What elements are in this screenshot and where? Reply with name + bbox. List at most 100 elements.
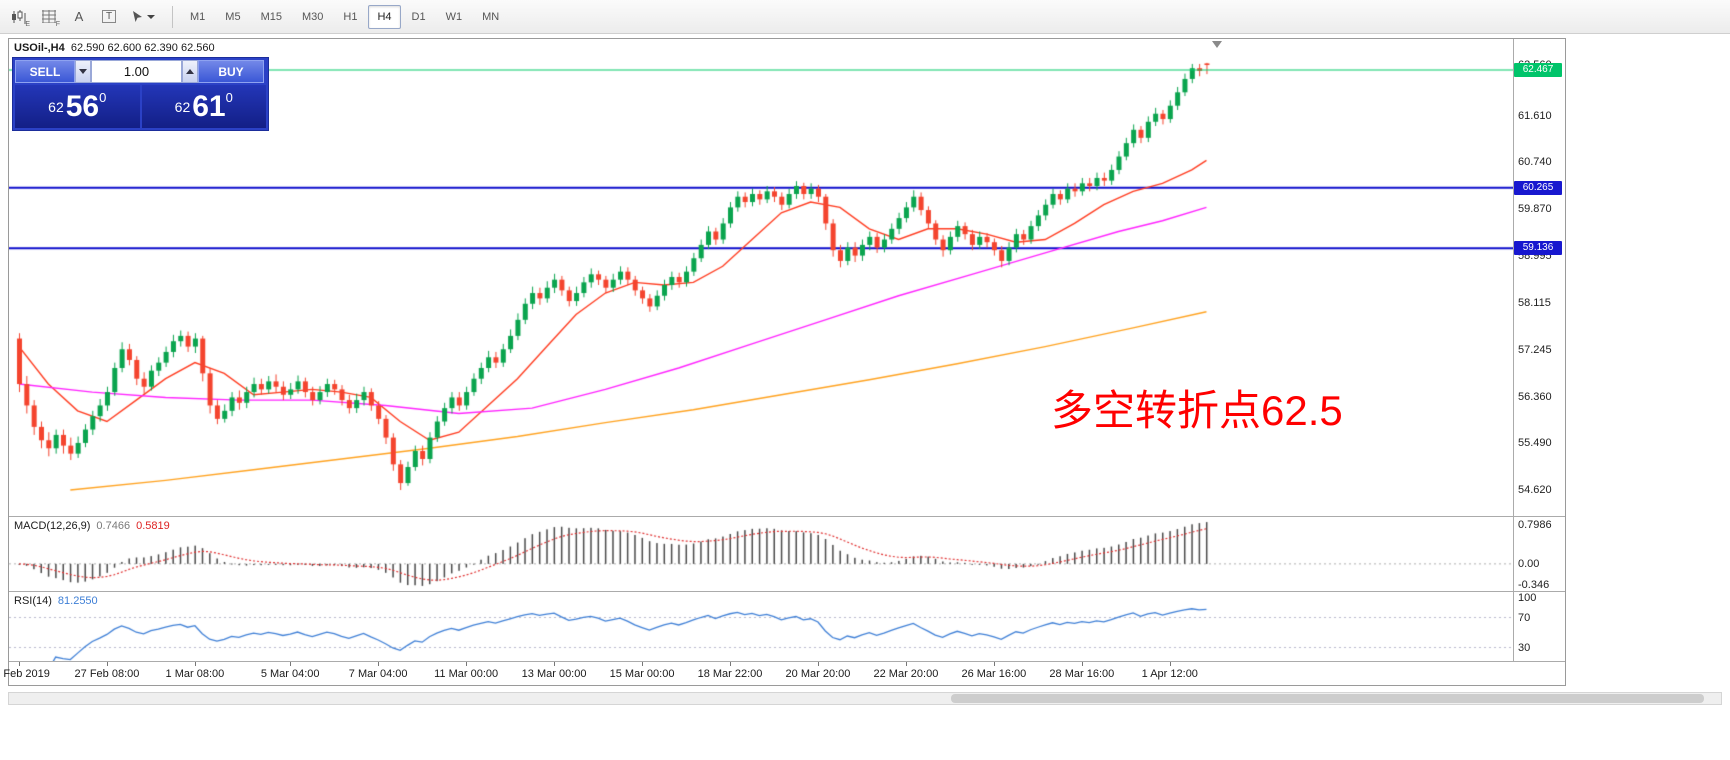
- timeframe-h4[interactable]: H4: [368, 4, 401, 29]
- pane-separator[interactable]: [9, 591, 1565, 592]
- time-tick-label: 1 Mar 08:00: [165, 668, 225, 680]
- ohlc-values: 62.590 62.600 62.390 62.560: [70, 42, 215, 54]
- timeframe-m30[interactable]: M30: [301, 10, 324, 23]
- timeframe-w1[interactable]: W1: [445, 10, 463, 23]
- chart-shift-marker-icon[interactable]: [1212, 41, 1222, 48]
- time-tick-label: 5 Mar 04:00: [260, 668, 320, 680]
- timeframe-mn[interactable]: MN: [482, 10, 500, 23]
- timeframe-m1[interactable]: M1: [190, 10, 206, 23]
- chart-window: 25 Feb 2019 27 Feb 08:00 1 Mar 08:00 5 Mar …: [0, 38, 1566, 686]
- timeframe-h1[interactable]: H1: [343, 10, 358, 23]
- timeframe-m15[interactable]: M15: [260, 10, 282, 23]
- bid-price[interactable]: 62 56 0: [15, 85, 140, 128]
- rsi-canvas[interactable]: [9, 592, 1513, 661]
- bid-prefix: 62: [48, 98, 64, 115]
- macd-scale-label: 0.00: [1518, 557, 1540, 570]
- time-tick: [290, 662, 292, 666]
- price-tick-label: 54.620: [1518, 484, 1552, 497]
- horizontal-scrollbar[interactable]: [8, 692, 1722, 705]
- price-scale-border: [1513, 39, 1514, 661]
- time-tick-label: 20 Mar 20:00: [785, 668, 851, 680]
- top-toolbar: E F A T M1 M5 M15 M30 H1 H4 D1 W1 MN: [0, 0, 1730, 34]
- timeframe-m5[interactable]: M5: [225, 10, 241, 23]
- time-tick-label: 1 Apr 12:00: [1141, 668, 1198, 680]
- price-badge: 62.467: [1514, 62, 1562, 77]
- time-tick: [378, 662, 380, 666]
- time-tick: [905, 662, 907, 666]
- pane-separator[interactable]: [9, 661, 1565, 662]
- rsi-scale-label: 70: [1518, 611, 1531, 624]
- time-tick-label: 15 Mar 00:00: [609, 668, 675, 680]
- macd-value: 0.7466: [96, 520, 131, 532]
- time-tick: [993, 662, 995, 666]
- time-tick: [1169, 662, 1171, 666]
- price-badge: 59.136: [1514, 241, 1562, 256]
- macd-label: MACD(12,26,9) 0.7466 0.5819: [14, 520, 170, 532]
- rsi-scale-label: 100: [1518, 592, 1537, 604]
- time-tick: [1081, 662, 1083, 666]
- caret-up-icon: [186, 69, 194, 74]
- macd-name: MACD(12,26,9): [14, 520, 91, 532]
- font-tool-glyph: A: [74, 9, 84, 24]
- time-tick-label: 18 Mar 22:00: [697, 668, 763, 680]
- macd-canvas[interactable]: [9, 517, 1513, 591]
- time-tick: [19, 662, 20, 666]
- tool-sub-label: F: [55, 20, 60, 28]
- toolbar-separator: [172, 5, 173, 28]
- price-tick-label: 58.115: [1518, 296, 1551, 309]
- font-tool-button[interactable]: A: [66, 5, 92, 29]
- time-tick: [730, 662, 731, 666]
- volume-input[interactable]: [91, 60, 182, 83]
- ask-big-digits: 61: [192, 89, 226, 123]
- pane-separator[interactable]: [9, 516, 1565, 517]
- time-tick: [106, 662, 108, 666]
- text-box-glyph: T: [101, 10, 117, 23]
- macd-scale-label: -0.346: [1518, 578, 1550, 591]
- cursor-tool-button[interactable]: [126, 5, 160, 29]
- buy-button[interactable]: BUY: [198, 60, 264, 83]
- rsi-name: RSI(14): [14, 595, 52, 607]
- dropdown-caret-icon: [147, 14, 155, 19]
- time-tick: [817, 662, 819, 666]
- time-tick-label: 7 Mar 04:00: [348, 668, 408, 680]
- caret-down-icon: [79, 69, 87, 74]
- price-badge: 60.265: [1514, 180, 1562, 195]
- time-tick-label: 22 Mar 20:00: [873, 668, 939, 680]
- price-tick-label: 59.870: [1518, 203, 1552, 215]
- time-tick-label: 13 Mar 00:00: [521, 668, 587, 680]
- time-tick-label: 27 Feb 08:00: [74, 668, 140, 680]
- sell-button[interactable]: SELL: [15, 60, 75, 83]
- volume-decrease-button[interactable]: [75, 60, 91, 83]
- tool-sub-label: E: [25, 20, 30, 28]
- price-tick-label: 56.360: [1518, 390, 1552, 403]
- time-tick: [554, 662, 556, 666]
- time-tick: [466, 662, 468, 666]
- candlestick-icon: [12, 9, 26, 24]
- rsi-label: RSI(14) 81.2550: [14, 595, 98, 607]
- rsi-value: 81.2550: [57, 595, 98, 607]
- price-tick-label: 55.490: [1518, 437, 1552, 450]
- ask-prefix: 62: [174, 98, 191, 115]
- ask-pip-digit: 0: [225, 90, 233, 105]
- grid-icon: [42, 10, 56, 23]
- chart-title: USOil-,H4 62.590 62.600 62.390 62.560: [14, 42, 215, 54]
- grid-tool-button[interactable]: F: [36, 5, 62, 29]
- scrollbar-thumb[interactable]: [950, 694, 1704, 703]
- text-box-tool-button[interactable]: T: [96, 5, 122, 29]
- cursor-icon: [133, 11, 142, 22]
- macd-scale-label: 0.7986: [1518, 519, 1552, 531]
- ask-price[interactable]: 62 61 0: [141, 85, 266, 128]
- macd-signal-value: 0.5819: [136, 520, 170, 532]
- price-tick-label: 57.245: [1518, 343, 1552, 356]
- volume-increase-button[interactable]: [182, 60, 198, 83]
- time-tick-label: 28 Mar 16:00: [1049, 668, 1115, 680]
- time-tick-label: 26 Mar 16:00: [961, 668, 1027, 680]
- chart-style-tool-button[interactable]: E: [6, 5, 32, 29]
- rsi-scale-label: 30: [1518, 641, 1531, 654]
- timeframe-d1[interactable]: D1: [411, 10, 426, 23]
- time-scale[interactable]: 25 Feb 2019 27 Feb 08:00 1 Mar 08:00 5 Mar …: [0, 662, 1513, 685]
- time-tick: [194, 662, 196, 666]
- bid-pip-digit: 0: [99, 90, 107, 105]
